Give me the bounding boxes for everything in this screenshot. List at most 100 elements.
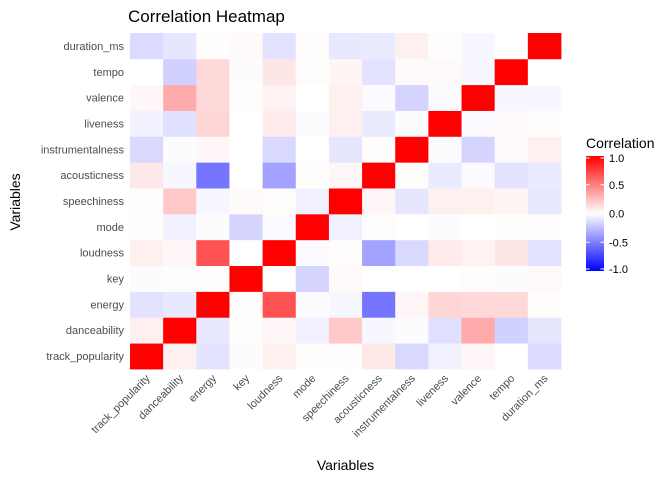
heatmap-cell-instrumentalness-liveness	[428, 136, 462, 163]
heatmap-cell-mode-loudness	[262, 213, 297, 241]
heatmap-cell-instrumentalness-key	[229, 136, 264, 163]
heatmap-cell-mode-duration_ms	[527, 213, 562, 241]
heatmap-cell-mode-speechiness	[328, 213, 363, 241]
heatmap-cell-track_popularity-danceability	[163, 343, 197, 370]
heatmap-cell-loudness-speechiness	[328, 239, 363, 267]
heatmap-cell-valence-speechiness	[328, 84, 363, 111]
heatmap-cell-instrumentalness-mode	[295, 136, 330, 163]
x-tick-label-key: key	[232, 372, 253, 393]
heatmap-cell-track_popularity-tempo	[494, 343, 529, 370]
heatmap-cell-valence-duration_ms	[527, 84, 562, 111]
heatmap-cell-speechiness-duration_ms	[527, 188, 562, 215]
heatmap-cell-tempo-acousticness	[362, 58, 396, 86]
heatmap-cell-duration_ms-track_popularity	[130, 33, 164, 60]
heatmap-cell-speechiness-valence	[461, 188, 496, 215]
heatmap-cell-loudness-duration_ms	[527, 239, 562, 267]
heatmap-cell-duration_ms-valence	[461, 33, 496, 60]
heatmap-cell-track_popularity-speechiness	[328, 343, 363, 370]
legend-tick-label: -1.0	[609, 264, 628, 276]
y-tick-labels: track_popularity danceability energy key lou…	[41, 41, 125, 363]
heatmap-cell-acousticness-tempo	[494, 162, 529, 189]
heatmap-cell-liveness-liveness	[428, 110, 462, 137]
heatmap-cell-key-acousticness	[362, 265, 396, 292]
heatmap-cell-loudness-track_popularity	[130, 239, 164, 267]
heatmap-cell-energy-liveness	[428, 291, 462, 318]
heatmap-cell-key-duration_ms	[527, 265, 562, 292]
heatmap-cell-duration_ms-acousticness	[362, 33, 396, 60]
heatmap-cell-loudness-mode	[295, 239, 330, 267]
legend-tick-label: 1.0	[609, 153, 624, 165]
heatmap-cell-tempo-duration_ms	[527, 58, 562, 86]
heatmap-cell-acousticness-loudness	[262, 162, 297, 189]
heatmap-cell-liveness-key	[229, 110, 264, 137]
color-legend: Correlation 1.0 0.5 0.0 -0.5 -1.0	[586, 135, 654, 276]
heatmap-cell-key-danceability	[163, 265, 197, 292]
heatmap-cell-loudness-instrumentalness	[395, 239, 429, 267]
y-tick-label-danceability: danceability	[66, 325, 125, 337]
heatmap-cell-tempo-loudness	[262, 58, 297, 86]
heatmap-cell-danceability-energy	[196, 317, 230, 344]
heatmap-cell-valence-liveness	[428, 84, 462, 111]
heatmap-cell-loudness-acousticness	[362, 239, 396, 267]
heatmap-cell-energy-mode	[295, 291, 330, 318]
heatmap-cell-mode-key	[229, 213, 264, 241]
heatmap-cell-duration_ms-duration_ms	[527, 33, 562, 60]
heatmap-cell-tempo-key	[229, 58, 264, 86]
heatmap-cell-tempo-instrumentalness	[395, 58, 429, 86]
heatmap-cell-liveness-instrumentalness	[395, 110, 429, 137]
y-tick-label-energy: energy	[90, 299, 124, 311]
heatmap-cell-track_popularity-energy	[196, 343, 230, 370]
y-axis-title: Variables	[7, 173, 23, 230]
chart-title: Correlation Heatmap	[128, 7, 285, 26]
heatmap-cell-loudness-key	[229, 239, 264, 267]
y-tick-label-track_popularity: track_popularity	[46, 351, 124, 363]
heatmap-cell-danceability-instrumentalness	[395, 317, 429, 344]
heatmap-cell-liveness-speechiness	[328, 110, 363, 137]
heatmap-cell-tempo-danceability	[163, 58, 197, 86]
heatmap-cell-duration_ms-tempo	[494, 33, 529, 60]
heatmap-cell-acousticness-key	[229, 162, 264, 189]
heatmap-cell-loudness-danceability	[163, 239, 197, 267]
heatmap-cell-loudness-valence	[461, 239, 496, 267]
heatmap-cell-liveness-danceability	[163, 110, 197, 137]
heatmap-cell-energy-valence	[461, 291, 496, 318]
heatmap-cell-track_popularity-valence	[461, 343, 496, 370]
heatmap-cell-tempo-energy	[196, 58, 230, 86]
heatmap-cell-liveness-tempo	[494, 110, 529, 137]
heatmap-cell-speechiness-loudness	[262, 188, 297, 215]
heatmap-cell-valence-valence	[461, 84, 496, 111]
heatmap-cell-duration_ms-key	[229, 33, 264, 60]
heatmap-cell-danceability-acousticness	[362, 317, 396, 344]
y-tick-label-acousticness: acousticness	[60, 170, 124, 182]
x-tick-label-instrumentalness: instrumentalness	[351, 372, 419, 440]
y-tick-label-loudness: loudness	[80, 248, 125, 260]
heatmap-cell-loudness-loudness	[262, 239, 297, 267]
heatmap-cell-tempo-speechiness	[328, 58, 363, 86]
heatmap-cell-duration_ms-danceability	[163, 33, 197, 60]
heatmap-cell-track_popularity-liveness	[428, 343, 462, 370]
heatmap-cell-instrumentalness-danceability	[163, 136, 197, 163]
legend-tick-label: -0.5	[609, 237, 628, 249]
heatmap-cell-speechiness-tempo	[494, 188, 529, 215]
heatmap-cell-mode-instrumentalness	[395, 213, 429, 241]
heatmap-cell-valence-danceability	[163, 84, 197, 111]
heatmap-cell-duration_ms-speechiness	[328, 33, 363, 60]
heatmap-cell-duration_ms-energy	[196, 33, 230, 60]
heatmap-cell-track_popularity-key	[229, 343, 264, 370]
x-tick-label-loudness: loudness	[246, 372, 286, 412]
heatmap-cell-danceability-valence	[461, 317, 496, 344]
heatmap-cell-instrumentalness-speechiness	[328, 136, 363, 163]
heatmap-cell-loudness-liveness	[428, 239, 462, 267]
heatmap-cell-acousticness-energy	[196, 162, 230, 189]
x-tick-label-energy: energy	[187, 372, 220, 405]
heatmap-cell-energy-instrumentalness	[395, 291, 429, 318]
y-tick-label-liveness: liveness	[84, 118, 124, 130]
y-tick-label-speechiness: speechiness	[63, 196, 125, 208]
heatmap-cell-liveness-valence	[461, 110, 496, 137]
x-tick-label-liveness: liveness	[414, 372, 451, 409]
heatmap-cell-key-valence	[461, 265, 496, 292]
heatmap-cell-acousticness-speechiness	[328, 162, 363, 189]
heatmap-cell-valence-acousticness	[362, 84, 396, 111]
heatmap-cell-liveness-loudness	[262, 110, 297, 137]
